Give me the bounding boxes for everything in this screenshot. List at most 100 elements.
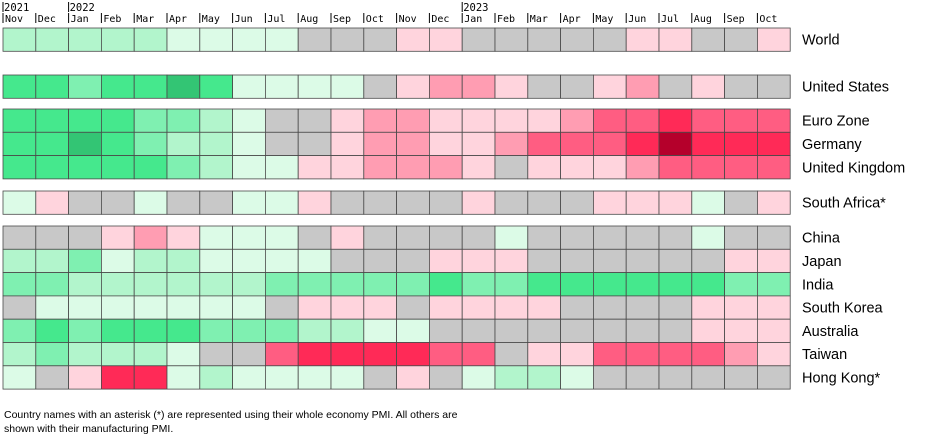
heatmap-cell (101, 190, 135, 215)
heatmap-cell (724, 190, 758, 215)
heatmap-cell (625, 225, 660, 250)
country-label: Taiwan (802, 347, 847, 363)
heatmap-cell (461, 155, 496, 180)
heatmap-cell (560, 365, 594, 390)
heatmap-cell (724, 295, 758, 320)
heatmap-cell (560, 74, 594, 99)
heatmap-cell (428, 272, 463, 297)
heatmap-cell (428, 225, 463, 250)
heatmap-cell (133, 365, 168, 390)
heatmap-cell (133, 225, 168, 250)
heatmap-cell (101, 131, 135, 157)
heatmap-cell (330, 74, 365, 99)
heatmap-cell (691, 365, 725, 390)
heatmap-cell (363, 131, 397, 157)
heatmap-cell (232, 342, 266, 367)
heatmap-cell (166, 131, 201, 157)
heatmap-cell (461, 108, 496, 133)
heatmap-cell (461, 27, 496, 52)
heatmap-cell (625, 365, 660, 390)
heatmap-cell (68, 225, 102, 250)
heatmap-cell (101, 248, 135, 274)
heatmap-cell (363, 225, 397, 250)
country-label: United Kingdom (802, 160, 905, 176)
heatmap-cell (724, 108, 758, 133)
month-label: Jul (267, 14, 285, 25)
heatmap-cell (625, 74, 660, 99)
month-label: Dec (431, 14, 449, 25)
heatmap-cell (461, 74, 496, 99)
country-label: Euro Zone (802, 114, 870, 130)
heatmap-cell (757, 318, 791, 343)
heatmap-cell (232, 155, 266, 180)
heatmap-cell (560, 295, 594, 320)
heatmap-cell (428, 342, 463, 367)
heatmap-cell (363, 365, 397, 390)
heatmap-cell (35, 190, 69, 215)
month-label: Sep (333, 14, 351, 25)
heatmap-cell (691, 27, 725, 52)
year-label: 2022 (70, 2, 95, 14)
heatmap-cell (691, 295, 725, 320)
heatmap-cell (724, 131, 758, 157)
heatmap-cell (658, 131, 693, 157)
month-label: Oct (366, 14, 384, 25)
heatmap-cell (133, 342, 168, 367)
heatmap-cell (2, 295, 37, 320)
month-label: Jan (464, 14, 482, 25)
heatmap-cell (691, 131, 725, 157)
heatmap-cell (691, 155, 725, 180)
heatmap-cell (757, 248, 791, 274)
heatmap-cell (658, 342, 693, 367)
heatmap-cell (166, 190, 201, 215)
heatmap-cell (625, 342, 660, 367)
heatmap-cell (593, 272, 627, 297)
heatmap-cell (691, 248, 725, 274)
heatmap-cell (593, 74, 627, 99)
heatmap-cell (35, 342, 69, 367)
heatmap-cell (494, 225, 529, 250)
heatmap-cell (166, 365, 201, 390)
heatmap-cell (691, 108, 725, 133)
heatmap-cell (757, 295, 791, 320)
heatmap-cell (560, 225, 594, 250)
heatmap-cell (527, 272, 561, 297)
heatmap-cell (625, 295, 660, 320)
heatmap-cell (232, 131, 266, 157)
heatmap-cell (396, 190, 430, 215)
heatmap-cell (560, 108, 594, 133)
heatmap-cell (593, 155, 627, 180)
heatmap-cell (35, 108, 69, 133)
heatmap-cell (527, 74, 561, 99)
month-label: Feb (497, 14, 515, 25)
heatmap-cell (363, 74, 397, 99)
heatmap-cell (264, 318, 299, 343)
month-label: Aug (694, 14, 712, 25)
heatmap-cell (297, 131, 332, 157)
heatmap-cell (494, 365, 529, 390)
heatmap-cell (297, 155, 332, 180)
heatmap-cell (428, 318, 463, 343)
heatmap-cell (757, 131, 791, 157)
footnote: Country names with an asterisk (*) are r… (4, 408, 524, 436)
heatmap-cell (35, 74, 69, 99)
heatmap-cell (396, 248, 430, 274)
heatmap-cell (35, 295, 69, 320)
heatmap-cell (363, 190, 397, 215)
heatmap-cell (199, 342, 234, 367)
heatmap-cell (527, 190, 561, 215)
heatmap-cell (199, 365, 234, 390)
heatmap-cell (461, 342, 496, 367)
heatmap-cell (35, 27, 69, 52)
country-label: Hong Kong* (802, 370, 881, 386)
heatmap-cell (494, 131, 529, 157)
heatmap-cell (68, 74, 102, 99)
heatmap-cell (625, 272, 660, 297)
heatmap-cell (625, 248, 660, 274)
heatmap-cell (2, 74, 37, 99)
heatmap-cell (101, 74, 135, 99)
heatmap-cell (494, 108, 529, 133)
heatmap-cell (396, 295, 430, 320)
heatmap-cell (593, 225, 627, 250)
heatmap-cell (428, 108, 463, 133)
